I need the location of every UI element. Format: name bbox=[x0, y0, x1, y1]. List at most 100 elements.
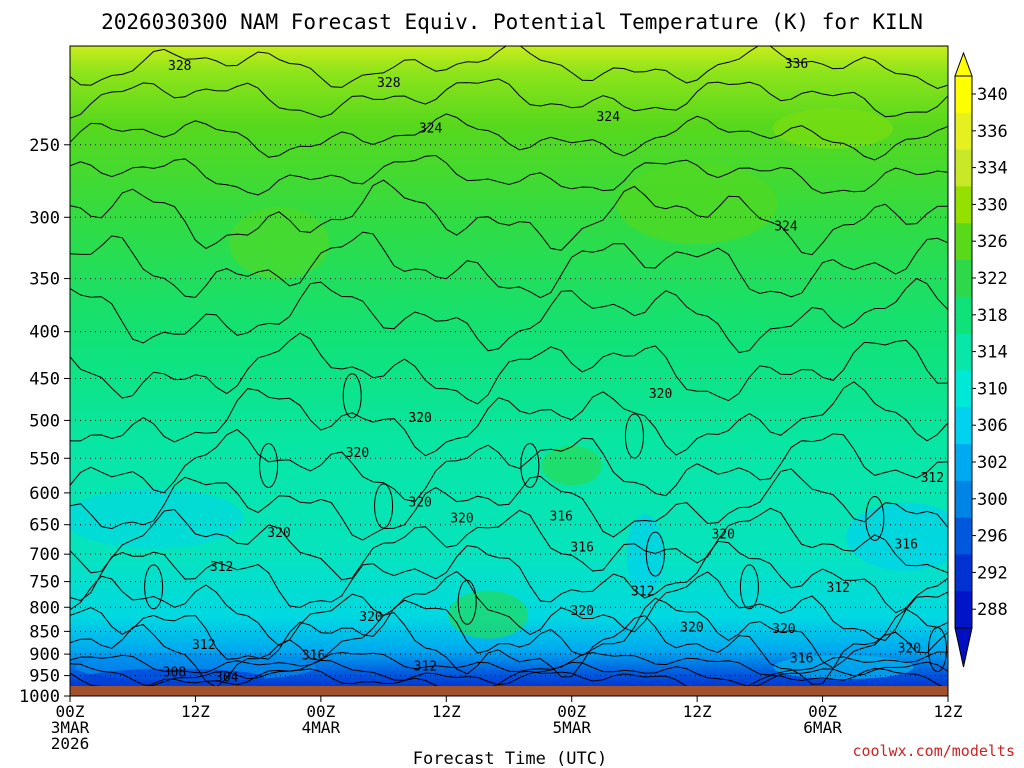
y-tick-label: 1000 bbox=[19, 687, 60, 707]
contour-label: 328 bbox=[168, 59, 191, 74]
contour-label: 320 bbox=[712, 527, 735, 542]
contour-label: 320 bbox=[408, 496, 431, 511]
contour-loop bbox=[739, 564, 759, 610]
contour-label: 320 bbox=[649, 387, 672, 402]
colorbar-label: 334 bbox=[977, 159, 1008, 179]
y-tick-label: 750 bbox=[29, 573, 60, 593]
contour-label: 304 bbox=[215, 671, 239, 686]
field-anomaly bbox=[448, 590, 529, 639]
colorbar-label: 306 bbox=[977, 416, 1008, 436]
colorbar-swatch bbox=[955, 370, 972, 408]
colorbar-swatch bbox=[955, 444, 972, 482]
y-tick-label: 950 bbox=[29, 667, 60, 687]
y-tick-label: 600 bbox=[29, 484, 60, 504]
y-tick-label: 550 bbox=[29, 449, 60, 469]
field-anomaly bbox=[773, 108, 894, 149]
field-anomaly bbox=[70, 488, 244, 549]
contour-line bbox=[70, 154, 948, 196]
x-tick-label: 00Z bbox=[808, 702, 837, 721]
y-tick-label: 900 bbox=[29, 645, 60, 665]
contour-label: 312 bbox=[210, 560, 233, 575]
contour-loop bbox=[259, 442, 279, 488]
contour-line bbox=[70, 277, 948, 354]
contour-labels: 328 328 336 324 324 324 320 320 320 320 320 320 316 3… bbox=[163, 57, 944, 686]
colorbar-label: 296 bbox=[977, 527, 1008, 547]
contour-line bbox=[70, 597, 948, 669]
colorbar-top-arrow bbox=[954, 51, 973, 77]
contour-line bbox=[70, 78, 948, 119]
x-axis-label: Forecast Time (UTC) bbox=[413, 749, 607, 768]
colorbar-label: 292 bbox=[977, 563, 1008, 583]
contour-loop bbox=[520, 442, 540, 488]
y-tick-label: 700 bbox=[29, 545, 60, 565]
x-tick-label: 6MAR bbox=[803, 718, 842, 737]
colorbar-label: 300 bbox=[977, 490, 1008, 510]
x-tick-label: 00Z bbox=[557, 702, 586, 721]
contour-label: 320 bbox=[898, 641, 921, 656]
colorbar-label: 326 bbox=[977, 232, 1008, 252]
contour-label: 316 bbox=[550, 510, 573, 525]
field-anomaly bbox=[626, 514, 663, 595]
field-anomaly bbox=[229, 206, 330, 279]
contour-line bbox=[70, 651, 948, 676]
colorbar-swatch bbox=[955, 591, 972, 629]
contour-label: 320 bbox=[450, 512, 473, 527]
colorbar-label: 302 bbox=[977, 453, 1008, 473]
contour-label: 320 bbox=[267, 526, 290, 541]
field-anomaly bbox=[846, 502, 948, 571]
contour-label: 312 bbox=[192, 638, 215, 653]
y-tick-label: 450 bbox=[29, 370, 60, 390]
contour-label: 320 bbox=[680, 621, 703, 636]
colorbar-swatch bbox=[955, 76, 972, 114]
below-ground-mask bbox=[70, 685, 948, 696]
y-axis: 250 300 350 400 450 500 550 600 650 700 750 800 850 9… bbox=[19, 136, 70, 707]
plot-area bbox=[70, 46, 948, 696]
field-anomaly bbox=[541, 445, 602, 486]
contour-line bbox=[70, 507, 948, 581]
colorbar-swatch bbox=[955, 149, 972, 187]
y-tick-label: 250 bbox=[29, 136, 60, 156]
contour-line bbox=[70, 332, 948, 405]
contour-loop bbox=[457, 579, 477, 625]
colorbar-label: 310 bbox=[977, 379, 1008, 399]
colorbar-swatch bbox=[955, 517, 972, 555]
contour-line bbox=[70, 179, 948, 256]
colorbar-swatch bbox=[955, 112, 972, 151]
contour-loop bbox=[624, 413, 644, 459]
contour-label: 328 bbox=[377, 76, 400, 91]
contour-line bbox=[70, 231, 948, 299]
x-tick-label: 12Z bbox=[934, 702, 963, 721]
colorbar-swatch bbox=[955, 407, 972, 445]
contour-line bbox=[70, 46, 948, 90]
chart-title: 2026030300 NAM Forecast Equiv. Potential… bbox=[101, 10, 923, 34]
colorbar-label: 318 bbox=[977, 306, 1008, 326]
x-tick-label: 2026 bbox=[51, 734, 90, 753]
contour-line bbox=[70, 468, 948, 541]
y-tick-label: 800 bbox=[29, 598, 60, 618]
contour-loop bbox=[865, 496, 885, 542]
colorbar-swatch bbox=[955, 186, 972, 224]
colorbar-label: 322 bbox=[977, 269, 1008, 289]
credit-link[interactable]: coolwx.com/modelts bbox=[852, 742, 1015, 760]
contour-label: 312 bbox=[631, 585, 654, 600]
x-tick-label: 12Z bbox=[181, 702, 210, 721]
y-tick-label: 500 bbox=[29, 411, 60, 431]
x-tick-label: 12Z bbox=[683, 702, 712, 721]
colorbar-bottom-arrow bbox=[954, 627, 973, 668]
colorbar-label: 288 bbox=[977, 600, 1008, 620]
colorbar-legend: 340 336 334 330 326 322 318 314 310 306 302 300 296 2… bbox=[954, 51, 1008, 668]
colorbar-swatch bbox=[955, 554, 972, 592]
contour-label: 320 bbox=[408, 411, 431, 426]
contour-label: 312 bbox=[414, 660, 437, 675]
contour-label: 320 bbox=[570, 604, 593, 619]
y-tick-label: 350 bbox=[29, 270, 60, 290]
colorbar-swatch bbox=[955, 260, 972, 298]
x-tick-label: 12Z bbox=[432, 702, 461, 721]
field-anomaly bbox=[617, 163, 778, 244]
color-anomalies bbox=[70, 108, 948, 687]
contour-line bbox=[70, 428, 948, 502]
contour-label: 316 bbox=[302, 648, 325, 663]
x-tick-label: 4MAR bbox=[302, 718, 341, 737]
